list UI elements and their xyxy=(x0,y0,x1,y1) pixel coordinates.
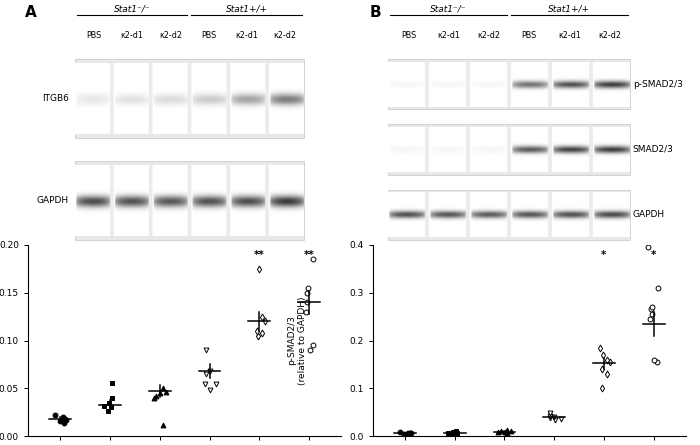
Text: Stat1+/+: Stat1+/+ xyxy=(548,5,590,14)
Text: B: B xyxy=(370,5,382,20)
Text: ITGB6: ITGB6 xyxy=(42,94,69,103)
Text: κ2-d1: κ2-d1 xyxy=(235,31,258,40)
Y-axis label: p-SMAD2/3
(relative to GAPDH): p-SMAD2/3 (relative to GAPDH) xyxy=(288,296,307,385)
Text: SMAD2/3: SMAD2/3 xyxy=(633,145,673,154)
FancyBboxPatch shape xyxy=(75,161,304,240)
FancyBboxPatch shape xyxy=(389,124,629,174)
Text: κ2-d1: κ2-d1 xyxy=(558,31,581,40)
Text: GAPDH: GAPDH xyxy=(633,210,665,219)
Text: Stat1⁻/⁻: Stat1⁻/⁻ xyxy=(430,5,467,14)
Text: κ2-d2: κ2-d2 xyxy=(477,31,500,40)
Text: *: * xyxy=(601,250,607,260)
Text: Stat1⁻/⁻: Stat1⁻/⁻ xyxy=(114,5,150,14)
Text: PBS: PBS xyxy=(201,31,216,40)
Text: p-SMAD2/3: p-SMAD2/3 xyxy=(633,80,682,89)
Text: PBS: PBS xyxy=(86,31,101,40)
Text: **: ** xyxy=(254,250,265,260)
Text: PBS: PBS xyxy=(401,31,416,40)
Text: κ2-d1: κ2-d1 xyxy=(438,31,460,40)
FancyBboxPatch shape xyxy=(75,59,304,138)
FancyBboxPatch shape xyxy=(389,59,629,109)
Text: A: A xyxy=(25,5,36,20)
FancyBboxPatch shape xyxy=(389,190,629,240)
Text: GAPDH: GAPDH xyxy=(36,196,69,205)
Text: κ2-d2: κ2-d2 xyxy=(598,31,621,40)
Text: κ2-d2: κ2-d2 xyxy=(273,31,296,40)
Text: κ2-d1: κ2-d1 xyxy=(120,31,144,40)
Text: PBS: PBS xyxy=(522,31,537,40)
Text: **: ** xyxy=(304,250,314,260)
Text: *: * xyxy=(651,250,657,260)
Text: κ2-d2: κ2-d2 xyxy=(159,31,182,40)
Text: Stat1+/+: Stat1+/+ xyxy=(225,5,267,14)
